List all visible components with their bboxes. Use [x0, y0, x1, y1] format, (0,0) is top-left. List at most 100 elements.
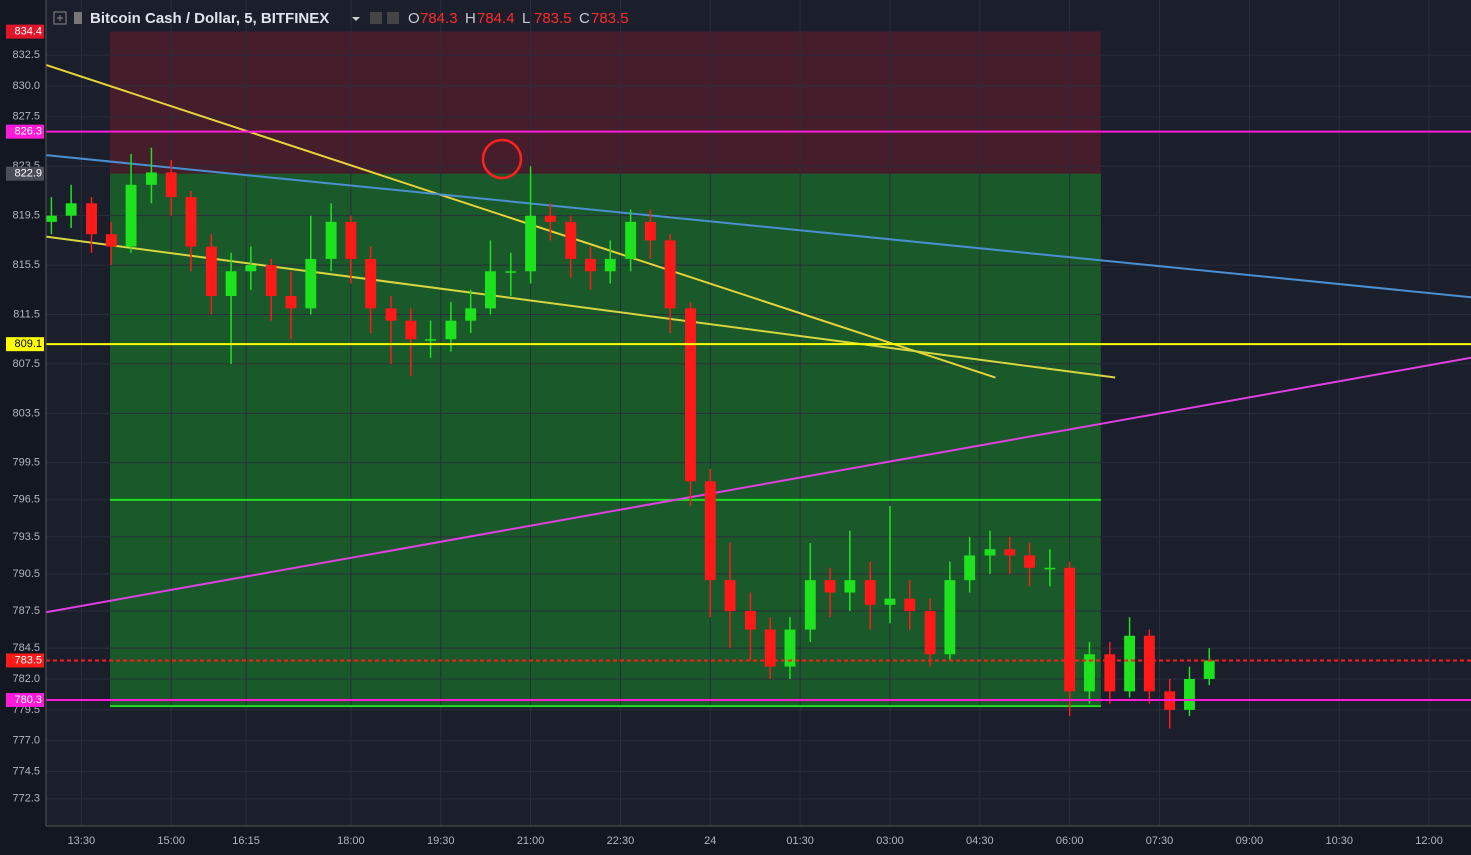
ohlc-label: H	[465, 10, 476, 27]
candle-body	[365, 258, 377, 309]
candle-body	[625, 221, 637, 259]
price-label-bg	[6, 337, 44, 352]
candle-body	[525, 215, 537, 272]
trend-line	[45, 154, 1471, 299]
x-tick-label: 21:00	[517, 835, 545, 847]
y-tick-label: 803.5	[12, 407, 40, 419]
y-tick-label: 782.0	[12, 673, 40, 685]
x-tick-label: 19:30	[427, 835, 455, 847]
candle-body	[744, 611, 756, 630]
plot	[45, 0, 1471, 826]
y-tick-label: 832.5	[12, 49, 40, 61]
x-tick-label: 13:30	[68, 835, 96, 847]
y-tick-label: 796.5	[12, 494, 40, 506]
y-tick-label: 827.5	[12, 111, 40, 123]
candle-body	[325, 221, 337, 259]
candle-body	[644, 221, 656, 241]
y-tick-label: 799.5	[12, 457, 40, 469]
candle-body	[604, 258, 616, 272]
icon[interactable]	[387, 12, 399, 24]
icon[interactable]	[370, 12, 382, 24]
y-tick-label: 793.5	[12, 531, 40, 543]
candle-body	[225, 271, 237, 296]
price-label-bg	[6, 24, 44, 39]
overlay: 832.5830.0827.5823.5819.5815.5811.5807.5…	[6, 24, 1443, 847]
y-tick-label: 777.0	[12, 735, 40, 747]
candle-body	[924, 611, 936, 655]
ohlc-value: 784.3	[420, 10, 458, 27]
price-label-bg	[6, 166, 44, 181]
candle-body	[864, 580, 876, 605]
candle-body	[724, 580, 736, 612]
y-tick-label: 819.5	[12, 210, 40, 222]
candle-body	[944, 580, 956, 655]
candle-body	[86, 203, 97, 235]
ohlc: O 784.3 H 784.4 L 783.5 C 783.5	[408, 10, 629, 27]
candle-body	[1024, 555, 1035, 568]
candle-body	[105, 234, 117, 247]
candle-body	[425, 339, 436, 341]
candle-body	[345, 221, 357, 259]
x-tick-label: 16:15	[232, 835, 260, 847]
price-label: 826.3	[14, 126, 42, 138]
header: Bitcoin Cash / Dollar, 5, BITFINEX O 784.…	[53, 10, 629, 27]
y-tick-label: 830.0	[12, 80, 40, 92]
candle-body	[445, 320, 457, 340]
ohlc-value: 783.5	[591, 10, 629, 27]
ohlc-value: 784.4	[477, 10, 515, 27]
y-tick-label: 807.5	[12, 358, 40, 370]
candle-body	[1004, 549, 1016, 556]
y-tick-label: 774.5	[12, 766, 40, 778]
candle-body	[1124, 635, 1136, 692]
candle-body	[804, 580, 816, 630]
icon	[74, 12, 82, 24]
candle-body	[1084, 654, 1095, 692]
candle-body	[704, 481, 716, 581]
candle-body	[784, 629, 796, 667]
candle-body	[664, 240, 676, 309]
candle-body	[544, 215, 556, 222]
candle-body	[1143, 635, 1155, 692]
add-icon[interactable]	[53, 11, 67, 25]
trend-line	[45, 235, 1116, 379]
symbol-title[interactable]: Bitcoin Cash / Dollar, 5, BITFINEX	[90, 10, 329, 27]
x-tick-label: 22:30	[607, 835, 635, 847]
candle-body	[904, 598, 916, 612]
price-label: 822.9	[14, 168, 42, 180]
x-tick-label: 09:00	[1236, 835, 1264, 847]
y-tick-label: 790.5	[12, 568, 40, 580]
x-tick-label: 07:30	[1146, 835, 1174, 847]
candle-body	[984, 549, 996, 556]
candle-body	[844, 580, 856, 593]
x-tick-label: 10:30	[1325, 835, 1353, 847]
candle-body	[185, 197, 197, 247]
candle-body	[285, 295, 297, 309]
x-tick-label: 06:00	[1056, 835, 1084, 847]
dropdown-icon[interactable]	[352, 17, 360, 21]
price-label: 783.5	[14, 654, 42, 666]
candle-body	[884, 598, 896, 605]
candle-body	[1044, 567, 1056, 570]
candle-body	[465, 308, 477, 321]
price-label-bg	[6, 653, 44, 668]
stop-zone	[110, 31, 1101, 174]
y-tick-label: 815.5	[12, 259, 40, 271]
candle-body	[824, 580, 836, 593]
candle-body	[565, 221, 577, 259]
candle-body	[1064, 567, 1076, 692]
candle-body	[685, 308, 696, 482]
candle-body	[964, 555, 976, 581]
ohlc-label: L	[522, 10, 530, 27]
candle-body	[245, 265, 257, 272]
candle-body	[485, 271, 496, 309]
candle-body	[385, 308, 397, 321]
candle-body	[1203, 660, 1215, 679]
x-tick-label: 03:00	[876, 835, 904, 847]
candle-body	[305, 258, 317, 309]
x-tick-label: 12:00	[1415, 835, 1443, 847]
candle-body	[1184, 678, 1195, 710]
candle-body	[585, 258, 596, 272]
candle-body	[205, 246, 217, 296]
trend-line	[45, 356, 1471, 614]
